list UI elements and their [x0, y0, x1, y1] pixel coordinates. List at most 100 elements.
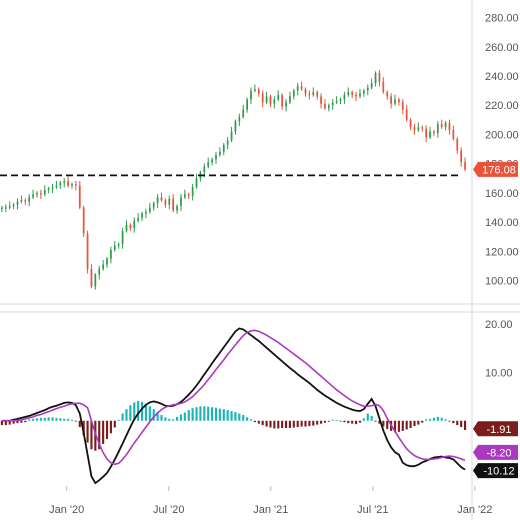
last-price-label: 176.08 — [482, 164, 516, 176]
histogram-bar — [288, 420, 291, 428]
histogram-bar — [374, 420, 377, 422]
histogram-bar — [86, 420, 89, 443]
candle-body — [429, 131, 431, 138]
candle-body — [55, 185, 58, 188]
candle-body — [440, 124, 443, 128]
histogram-bar — [137, 400, 140, 421]
histogram-bar — [382, 420, 385, 427]
histogram-bar — [63, 418, 66, 421]
x-tick-label: Jul '20 — [153, 504, 184, 516]
histogram-bar — [386, 420, 389, 429]
price-tick-label: 160.00 — [485, 188, 519, 200]
macd-histogram — [0, 400, 467, 451]
histogram-bar — [102, 420, 105, 444]
histogram-bar — [366, 413, 369, 421]
macd-value-label: -10.12 — [483, 466, 514, 478]
histogram-bar — [417, 420, 420, 425]
candle-body — [355, 95, 357, 97]
candle-body — [43, 190, 46, 195]
candle-body — [347, 92, 350, 95]
candle-body — [28, 197, 31, 202]
histogram-bar — [242, 414, 245, 421]
candle-body — [191, 187, 194, 196]
histogram-bar — [144, 403, 148, 421]
histogram-bar — [284, 420, 288, 428]
histogram-bar — [168, 418, 171, 421]
price-tick-label: 120.00 — [485, 246, 519, 258]
candle-body — [394, 99, 396, 104]
candle-body — [141, 213, 143, 218]
candle-body — [324, 103, 326, 109]
candle-body — [234, 121, 237, 132]
candle-body — [456, 138, 459, 151]
candle-body — [78, 185, 81, 208]
histogram-bar — [308, 420, 311, 427]
candle-body — [452, 130, 455, 139]
histogram-bar — [195, 407, 198, 421]
candle-body — [339, 99, 342, 101]
candle-body — [261, 93, 264, 103]
histogram-bar — [16, 420, 19, 424]
price-candles — [1, 69, 466, 290]
histogram-bar — [300, 420, 303, 427]
signal-value-label: -8.20 — [486, 447, 511, 459]
histogram-bar — [463, 420, 467, 430]
histogram-bar — [82, 420, 85, 436]
price-tick-label: 220.00 — [485, 100, 519, 112]
histogram-bar — [432, 417, 435, 421]
candle-body — [133, 220, 136, 228]
candle-body — [86, 233, 89, 269]
histogram-bar — [24, 420, 27, 423]
candle-body — [129, 225, 132, 228]
macd-line — [1, 327, 466, 485]
histogram-bar — [222, 409, 225, 421]
histogram-bar — [312, 420, 315, 426]
candle-body — [67, 181, 69, 186]
candle-body — [436, 124, 439, 133]
x-tick-label: Jan '22 — [457, 504, 492, 516]
candle-body — [160, 197, 163, 201]
histogram-bar — [405, 420, 408, 430]
histogram-bar — [425, 419, 428, 421]
candle-body — [12, 204, 15, 207]
candle-body — [59, 182, 62, 186]
candle-body — [370, 83, 373, 88]
histogram-bar — [246, 417, 249, 421]
candle-body — [320, 96, 322, 104]
x-tick-label: Jan '21 — [253, 504, 288, 516]
histogram-bar — [355, 420, 358, 425]
histogram-bar — [343, 420, 346, 423]
candle-body — [215, 154, 217, 160]
histogram-bar — [358, 420, 362, 423]
histogram-bar — [378, 420, 381, 424]
histogram-bar — [199, 406, 202, 421]
histogram-bar — [183, 412, 186, 421]
candle-body — [242, 109, 245, 117]
candle-body — [331, 102, 334, 106]
candle-body — [71, 184, 73, 186]
candle-body — [145, 211, 147, 214]
candle-body — [230, 131, 233, 141]
histogram-bar — [148, 406, 151, 421]
candle-body — [24, 200, 27, 202]
candle-body — [238, 116, 241, 122]
histogram-bar — [133, 402, 136, 421]
last-price-badge-shape — [473, 161, 518, 177]
histogram-bar — [277, 420, 280, 429]
histogram-bar — [51, 417, 54, 421]
histogram-bar — [4, 420, 7, 426]
candle-body — [195, 178, 198, 188]
candle-body — [405, 109, 408, 120]
candle-body — [362, 90, 365, 94]
last-price-badge: 176.08 — [473, 161, 518, 177]
candle-body — [117, 244, 120, 246]
candle-body — [285, 102, 287, 107]
candle-body — [378, 73, 381, 82]
candle-body — [172, 198, 175, 211]
candle-body — [335, 100, 338, 103]
macd-badge-shape — [473, 463, 518, 479]
histogram-bar — [78, 420, 81, 428]
price-tick-label: 280.00 — [485, 13, 519, 25]
candle-body — [219, 152, 221, 155]
